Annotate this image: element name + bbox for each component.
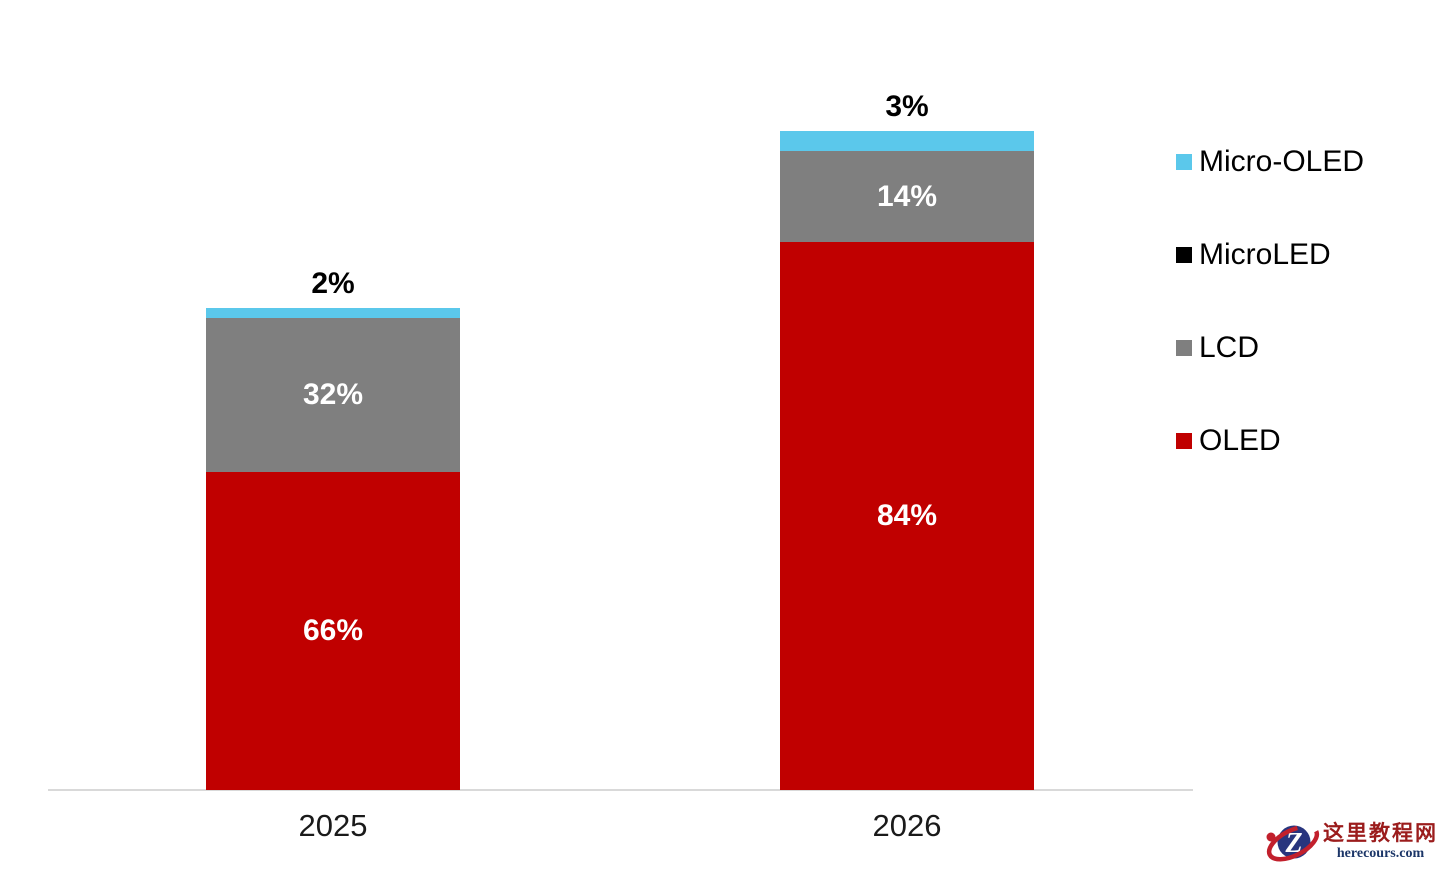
watermark-site-url: herecours.com xyxy=(1336,846,1425,862)
legend-item-microled: MicroLED xyxy=(1176,238,1364,271)
watermark-text: 这里教程网 herecours.com xyxy=(1323,822,1438,862)
x-axis-label-2026: 2026 xyxy=(872,808,942,843)
bar-column-2026: 14% 84% xyxy=(780,131,1034,790)
legend-label-oled: OLED xyxy=(1199,424,1281,457)
segment-oled-2025: 66% xyxy=(206,472,460,790)
legend-label-lcd: LCD xyxy=(1199,331,1260,364)
logo-orbit-dot xyxy=(1266,832,1276,842)
segment-lcd-2025: 32% xyxy=(206,318,460,472)
x-axis-label-2025: 2025 xyxy=(298,808,368,843)
bar-column-2025: 32% 66% xyxy=(206,308,460,790)
watermark-site-name: 这里教程网 xyxy=(1323,822,1438,846)
segment-micro-oled-2026 xyxy=(780,131,1034,151)
bar-top-label-2025: 2% xyxy=(311,267,355,300)
logo-letter: Z xyxy=(1284,828,1302,859)
legend-swatch-micro-oled xyxy=(1176,154,1192,170)
chart-legend: Micro-OLED MicroLED LCD OLED xyxy=(1176,145,1365,518)
legend-swatch-microled xyxy=(1176,247,1192,263)
x-axis-line xyxy=(48,789,1193,791)
segment-micro-oled-2025 xyxy=(206,308,460,318)
legend-item-lcd: LCD xyxy=(1176,331,1364,364)
watermark: Z 这里教程网 herecours.com xyxy=(1265,816,1438,868)
site-logo-icon: Z xyxy=(1266,824,1320,862)
legend-swatch-lcd xyxy=(1176,340,1192,356)
legend-item-oled: OLED xyxy=(1176,424,1364,457)
legend-swatch-oled xyxy=(1176,433,1192,449)
segment-oled-2026: 84% xyxy=(780,242,1034,790)
legend-label-micro-oled: Micro-OLED xyxy=(1199,145,1365,178)
legend-item-micro-oled: Micro-OLED xyxy=(1176,145,1365,178)
legend-label-microled: MicroLED xyxy=(1199,238,1331,271)
segment-lcd-2026: 14% xyxy=(780,151,1034,242)
bar-top-label-2026: 3% xyxy=(885,90,929,123)
